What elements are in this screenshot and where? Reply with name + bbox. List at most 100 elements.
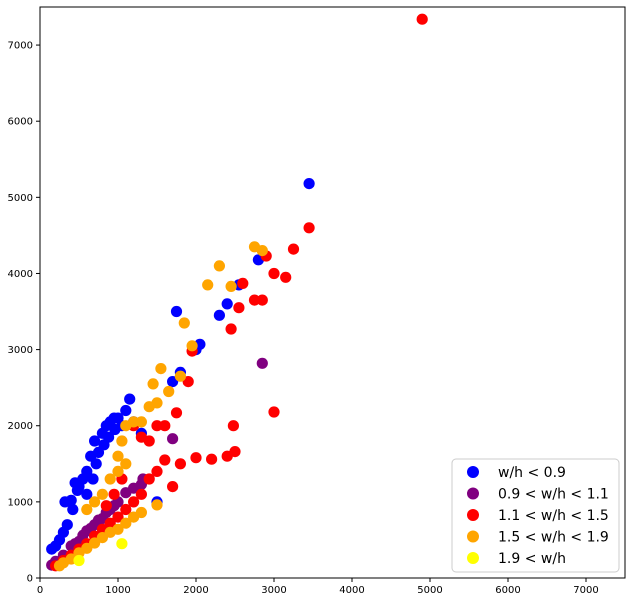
x-tick-label-1: 1000 [105, 585, 130, 596]
point-series-1-15 [256, 357, 268, 369]
point-series-2-36 [416, 13, 428, 25]
point-series-0-12 [90, 458, 102, 470]
point-series-0-23 [167, 376, 179, 388]
point-series-2-15 [167, 481, 179, 493]
point-series-0-29 [221, 298, 233, 310]
y-axis: 0 1000 2000 3000 4000 5000 6000 7000 [8, 41, 40, 585]
point-series-2-10 [128, 496, 140, 508]
legend-box [451, 458, 620, 573]
point-series-2-14 [159, 454, 171, 466]
legend-marker-3 [467, 530, 479, 543]
point-series-2-29 [256, 294, 268, 306]
point-series-0-40 [103, 431, 115, 443]
point-series-2-18 [182, 376, 194, 388]
x-axis: 0 1000 2000 3000 4000 5000 6000 7000 [37, 578, 599, 596]
point-series-1-17 [77, 529, 89, 542]
point-series-0-35 [67, 503, 79, 516]
x-tick-label-0: 0 [37, 585, 43, 596]
point-series-3-5 [89, 537, 101, 549]
point-series-3-11 [135, 506, 147, 519]
y-tick-label-3: 3000 [8, 345, 33, 356]
point-series-2-32 [268, 406, 280, 418]
x-tick-label-3: 3000 [261, 585, 286, 596]
point-series-2-25 [229, 446, 241, 458]
point-series-2-20 [190, 452, 202, 464]
point-series-1-14 [167, 433, 179, 445]
point-series-2-12 [143, 473, 155, 485]
legend-label-3: 1.5 < w/h < 1.9 [498, 530, 609, 546]
point-series-2-34 [287, 243, 300, 255]
point-series-3-17 [135, 416, 147, 428]
legend-marker-4 [467, 552, 479, 564]
point-series-3-28 [225, 280, 237, 292]
legend: w/h < 0.9 0.9 < w/h < 1.1 1.1 < w/h < 1.5 1… [451, 458, 620, 573]
point-series-2-39 [143, 435, 155, 447]
point-series-3-21 [155, 363, 167, 375]
y-tick-label-2: 2000 [8, 421, 33, 432]
point-series-3-30 [256, 245, 268, 257]
point-series-2-11 [135, 488, 147, 500]
point-series-3-9 [120, 517, 132, 529]
point-series-3-32 [89, 496, 101, 508]
point-series-3-8 [112, 523, 124, 535]
legend-label-1: 0.9 < w/h < 1.1 [498, 487, 609, 503]
point-series-4-0 [73, 554, 85, 567]
point-series-3-24 [178, 317, 190, 329]
point-series-0-19 [124, 393, 136, 405]
point-series-0-28 [213, 309, 225, 321]
y-tick-label-0: 0 [27, 574, 33, 585]
legend-label-0: w/h < 0.9 [498, 465, 566, 481]
point-series-2-13 [151, 465, 163, 477]
point-series-0-24 [170, 305, 183, 318]
point-series-2-43 [108, 488, 120, 500]
point-series-2-35 [303, 222, 315, 234]
point-series-2-28 [248, 294, 261, 306]
point-series-2-16 [170, 407, 183, 419]
point-series-1-19 [92, 514, 105, 526]
y-tick-label-4: 4000 [8, 269, 33, 280]
point-series-2-8 [112, 511, 124, 523]
point-series-3-35 [112, 465, 124, 477]
point-series-0-32 [303, 178, 315, 190]
legend-marker-2 [467, 509, 479, 521]
point-series-2-40 [151, 420, 163, 432]
point-series-1-21 [108, 500, 120, 512]
point-series-2-24 [227, 420, 239, 432]
point-series-2-41 [159, 420, 171, 432]
point-series-3-34 [104, 473, 116, 485]
point-series-2-44 [100, 500, 112, 512]
point-series-3-27 [213, 260, 225, 272]
point-series-3-16 [128, 416, 140, 428]
point-series-2-31 [268, 267, 280, 280]
point-series-3-22 [163, 385, 175, 398]
point-series-3-26 [202, 279, 214, 291]
point-series-2-9 [120, 503, 132, 516]
point-series-3-12 [151, 499, 163, 511]
x-tick-label-2: 2000 [183, 585, 208, 596]
legend-label-4: 1.9 < w/h [498, 551, 566, 567]
point-series-3-36 [120, 458, 132, 470]
y-tick-label-5: 5000 [8, 193, 33, 204]
y-tick-label-6: 6000 [8, 117, 33, 128]
legend-label-2: 1.1 < w/h < 1.5 [498, 508, 609, 524]
x-tick-label-4: 4000 [339, 585, 364, 596]
point-series-0-36 [81, 488, 93, 500]
point-series-2-23 [225, 323, 237, 335]
point-series-2-17 [174, 458, 186, 470]
legend-marker-0 [467, 466, 479, 478]
point-series-2-7 [104, 517, 116, 529]
legend-marker-1 [467, 487, 479, 500]
point-series-2-21 [206, 453, 218, 465]
point-series-0-9 [81, 465, 93, 477]
point-series-0-18 [120, 404, 132, 417]
point-series-3-19 [147, 378, 159, 390]
point-series-2-33 [280, 271, 292, 283]
y-tick-label-1: 1000 [8, 497, 33, 508]
point-series-0-33 [53, 534, 66, 546]
x-tick-label-7: 7000 [573, 585, 598, 596]
point-series-0-4 [65, 494, 77, 506]
point-series-0-34 [61, 519, 73, 531]
point-series-3-33 [96, 488, 108, 500]
point-series-2-26 [233, 302, 245, 314]
